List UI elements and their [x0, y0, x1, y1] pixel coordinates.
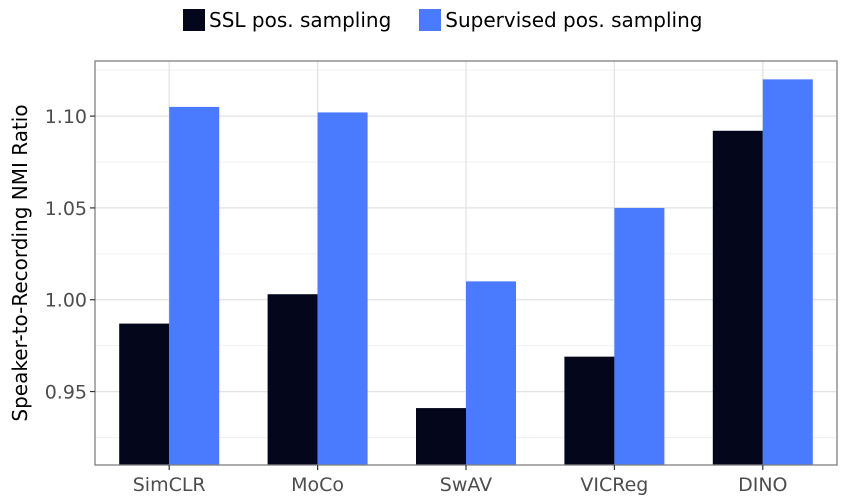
x-tick-label: DINO — [738, 474, 787, 496]
x-tick-label: SimCLR — [133, 474, 206, 496]
bar-vicreg-ssl — [564, 356, 615, 465]
legend-label-ssl: SSL pos. sampling — [209, 8, 392, 32]
bar-vicreg-supervised — [614, 207, 665, 465]
legend: SSL pos. sampling Supervised pos. sampli… — [183, 8, 730, 32]
legend-item-ssl: SSL pos. sampling — [183, 8, 391, 32]
bar-swav-supervised — [466, 281, 516, 465]
legend-swatch-ssl — [183, 9, 205, 31]
bar-swav-ssl — [416, 408, 466, 465]
legend-swatch-supervised — [419, 9, 442, 31]
bar-moco-ssl — [267, 294, 318, 465]
bar-simclr-supervised — [169, 106, 220, 465]
y-tick-label: 1.00 — [45, 290, 87, 312]
y-tick-label: 0.95 — [45, 382, 87, 404]
bar-moco-supervised — [317, 112, 368, 465]
y-axis-label: Speaker-to-Recording NMI Ratio — [8, 104, 32, 421]
x-tick-label: SwAV — [440, 474, 492, 496]
x-tick-label: MoCo — [291, 474, 344, 496]
x-tick-label: VICReg — [580, 474, 648, 496]
bars — [119, 79, 813, 466]
bar-dino-ssl — [712, 130, 763, 466]
y-axis-ticks: 0.95 1.00 1.05 1.10 — [45, 106, 95, 404]
y-tick-label: 1.05 — [45, 198, 87, 220]
x-axis-ticks: SimCLR MoCo SwAV VICReg DINO — [133, 465, 788, 496]
legend-label-supervised: Supervised pos. sampling — [445, 8, 703, 32]
bar-simclr-ssl — [119, 323, 170, 465]
y-tick-label: 1.10 — [45, 106, 87, 128]
bar-dino-supervised — [762, 79, 813, 465]
legend-item-supervised: Supervised pos. sampling — [419, 8, 702, 32]
